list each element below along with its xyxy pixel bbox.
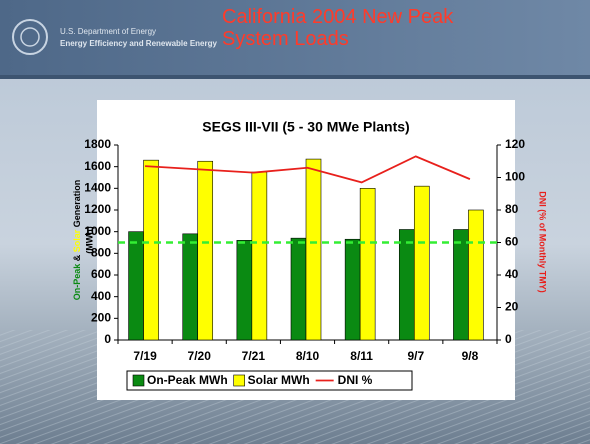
legend-label: On-Peak MWh — [147, 373, 228, 387]
y-axis-title-part: & — [72, 252, 82, 264]
y-axis-title-part: Solar — [72, 229, 82, 252]
y-tick-label: 0 — [104, 332, 111, 346]
y-tick-label: 1400 — [84, 181, 111, 195]
doe-seal-inner — [20, 27, 40, 47]
y2-tick-label: 0 — [505, 332, 512, 346]
bar — [305, 158, 322, 341]
bar — [468, 209, 484, 341]
y2-tick-label: 120 — [505, 137, 525, 151]
bar — [251, 171, 268, 341]
y2-tick-label: 80 — [505, 202, 519, 216]
legend-label: DNI % — [338, 373, 373, 387]
bar — [236, 240, 253, 341]
bar — [453, 229, 469, 341]
bar — [143, 159, 159, 341]
org-line: U.S. Department of Energy — [60, 27, 156, 36]
x-tick-label: 7/19 — [133, 349, 157, 363]
bar — [413, 185, 430, 341]
y-tick-label: 1000 — [84, 224, 111, 238]
bar — [398, 229, 415, 341]
x-tick-label: 8/10 — [296, 349, 320, 363]
y-tick-label: 1200 — [84, 202, 111, 216]
header-rule — [0, 75, 590, 79]
legend-box — [126, 370, 413, 391]
x-tick-label: 7/21 — [242, 349, 266, 363]
y-tick-label: 1800 — [84, 137, 111, 151]
y2-tick-label: 20 — [505, 300, 519, 314]
y-axis-title-part: Generation — [72, 180, 82, 230]
y2-tick-label: 100 — [505, 170, 525, 184]
bar — [197, 160, 214, 341]
line-series — [145, 155, 471, 184]
chart-title: SEGS III-VII (5 - 30 MWe Plants) — [202, 119, 409, 135]
bar — [182, 233, 199, 341]
y-axis-title-part: On-Peak — [72, 263, 82, 301]
legend-label: Solar MWh — [248, 373, 310, 387]
x-tick-label: 7/20 — [188, 349, 212, 363]
x-tick-label: 8/11 — [350, 349, 373, 363]
legend-swatch — [233, 374, 245, 387]
bar — [344, 238, 361, 341]
x-tick-label: 9/8 — [462, 349, 479, 363]
y-tick-label: 1600 — [84, 159, 111, 173]
header-band — [0, 0, 590, 75]
y-axis-title: On-Peak & Solar Generation — [72, 180, 82, 301]
y2-tick-label: 60 — [505, 235, 519, 249]
doe-seal — [12, 19, 48, 55]
x-tick-label: 9/7 — [407, 349, 424, 363]
y2-axis-title: DNI (% of Monthly TMY) — [538, 191, 548, 292]
y-tick-label: 200 — [91, 311, 111, 325]
legend-swatch — [132, 374, 145, 387]
y-tick-label: 800 — [91, 246, 111, 260]
y-axis-unit: (MWh) — [84, 226, 94, 253]
y2-tick-label: 40 — [505, 267, 519, 281]
bar — [128, 231, 144, 341]
slide-title: California 2004 New Peak System Loads — [222, 6, 454, 50]
bar — [290, 237, 307, 341]
y-tick-label: 600 — [91, 267, 111, 281]
y-tick-label: 400 — [91, 289, 111, 303]
bar — [359, 188, 376, 341]
org-line: Energy Efficiency and Renewable Energy — [60, 39, 217, 48]
